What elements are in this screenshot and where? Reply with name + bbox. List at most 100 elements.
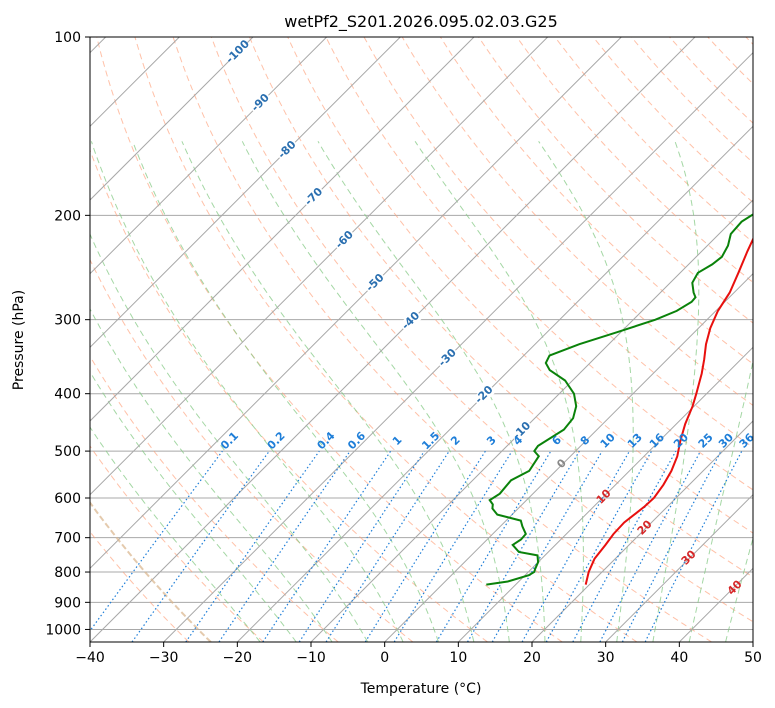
dry-adiabat	[90, 530, 190, 642]
mixing-ratio-label: 0.1	[218, 429, 241, 452]
isotherm-label-bg	[435, 345, 460, 371]
y-tick-label: 100	[54, 30, 81, 46]
mixing-ratio-label: 30	[716, 430, 736, 450]
mixing-ratio-line	[364, 450, 486, 642]
x-tick-label: −10	[296, 650, 326, 666]
mixing-ratio-line	[599, 450, 702, 642]
moist-adiabat	[181, 141, 475, 642]
theta-reference-curve	[90, 500, 212, 642]
y-tick-label: 700	[54, 531, 81, 547]
isotherm-label-bg	[301, 184, 327, 210]
dry-adiabat	[439, 37, 753, 365]
isotherm-line	[457, 346, 753, 642]
x-tick-label: 40	[670, 650, 688, 666]
dry-adiabat	[134, 37, 638, 642]
dry-adiabat	[90, 445, 264, 642]
y-axis-label: Pressure (hPa)	[11, 290, 27, 390]
mixing-ratio-label: 1	[390, 433, 405, 448]
mixing-ratio-line	[185, 450, 320, 642]
isotherm-line	[605, 493, 753, 642]
dry-adiabat	[401, 37, 753, 406]
mixing-ratio-line	[572, 450, 677, 642]
isotherm-label-bg	[472, 382, 497, 408]
moist-adiabat	[90, 232, 369, 642]
dry-adiabat	[745, 37, 753, 45]
isotherm-line	[384, 272, 753, 642]
isotherm-label-bg	[509, 418, 535, 444]
dry-adiabat	[172, 37, 712, 642]
red-line-label: 30	[679, 547, 699, 567]
mixing-ratio-line	[393, 450, 513, 642]
isotherm-line	[310, 199, 753, 642]
isotherm-label-bg	[275, 137, 300, 163]
x-tick-label: 30	[597, 650, 615, 666]
moist-adiabat	[90, 141, 404, 642]
axis-ticks: −40 −30 −20 −10 0 10 20 30 40 5010020030040050060…	[45, 30, 762, 666]
mixing-ratio-label: 2	[448, 433, 463, 448]
dewpoint-profile-line	[486, 213, 753, 586]
x-axis-label: Temperature (°C)	[360, 681, 482, 697]
dry-adiabat	[363, 37, 753, 448]
mixing-ratio-label: 13	[625, 431, 645, 451]
y-tick-label: 500	[54, 444, 81, 460]
dry-adiabat	[90, 355, 339, 642]
x-tick-label: −40	[75, 650, 105, 666]
y-tick-label: 300	[54, 313, 81, 329]
isotherm-line	[163, 51, 753, 642]
isotherm-label-bg	[225, 39, 251, 65]
isotherm-line	[531, 420, 753, 642]
zero-line-label: 0	[554, 456, 569, 471]
mixing-ratio-line	[545, 450, 653, 642]
mixing-ratio-label: 20	[671, 430, 691, 450]
mixing-ratio-label: 16	[647, 430, 667, 450]
mixing-ratio-line	[262, 450, 392, 642]
mixing-ratio-line	[435, 450, 552, 642]
isotherm-label-bg	[363, 270, 388, 296]
moist-adiabat	[317, 141, 546, 642]
mixing-ratio-line	[131, 450, 270, 642]
isotherm-line	[90, 37, 401, 349]
y-tick-label: 200	[54, 208, 81, 224]
isotherm-line	[90, 37, 696, 642]
plot-frame	[89, 36, 754, 643]
moist-adiabat	[762, 141, 775, 642]
isotherm-line	[678, 567, 753, 642]
dry-adiabat	[630, 37, 753, 164]
mixing-ratio-line	[644, 450, 743, 642]
moist-adiabat	[132, 141, 439, 642]
dry-adiabat	[90, 148, 488, 642]
mixing-ratio-label: 0.2	[265, 429, 288, 452]
moist-adiabat	[90, 370, 297, 642]
isotherm-line	[90, 37, 328, 275]
isotherm-line	[90, 37, 475, 422]
x-tick-label: 50	[744, 650, 762, 666]
moist-adiabat	[90, 308, 333, 642]
mixing-ratio-label: 3	[484, 433, 499, 448]
dry-adiabat	[210, 37, 753, 623]
isotherm-label-bg	[398, 308, 424, 334]
moist-adiabat	[725, 536, 753, 642]
x-tick-label: 10	[449, 650, 467, 666]
isotherm-line	[236, 125, 753, 642]
x-tick-label: −30	[149, 650, 179, 666]
mixing-ratio-line	[521, 450, 631, 642]
y-tick-label: 800	[54, 565, 81, 581]
x-tick-label: 20	[523, 650, 541, 666]
moist-adiabat	[414, 141, 584, 642]
dry-adiabat	[554, 37, 753, 243]
dry-adiabat	[516, 37, 753, 284]
moist-adiabat	[241, 141, 510, 642]
isotherm-label-bg	[332, 227, 357, 253]
dry-adiabat	[287, 37, 753, 534]
y-tick-label: 600	[54, 491, 81, 507]
temperature-profile-line	[584, 236, 753, 585]
x-tick-label: 0	[380, 650, 389, 666]
dry-adiabat	[707, 37, 753, 85]
data-series	[486, 213, 753, 586]
y-tick-label: 900	[54, 595, 81, 611]
red-line-label: 20	[635, 517, 655, 537]
mixing-ratio-line	[218, 450, 351, 642]
mixing-ratio-label: 25	[696, 431, 716, 451]
dry-adiabat	[90, 258, 414, 642]
background-grid	[90, 37, 775, 642]
